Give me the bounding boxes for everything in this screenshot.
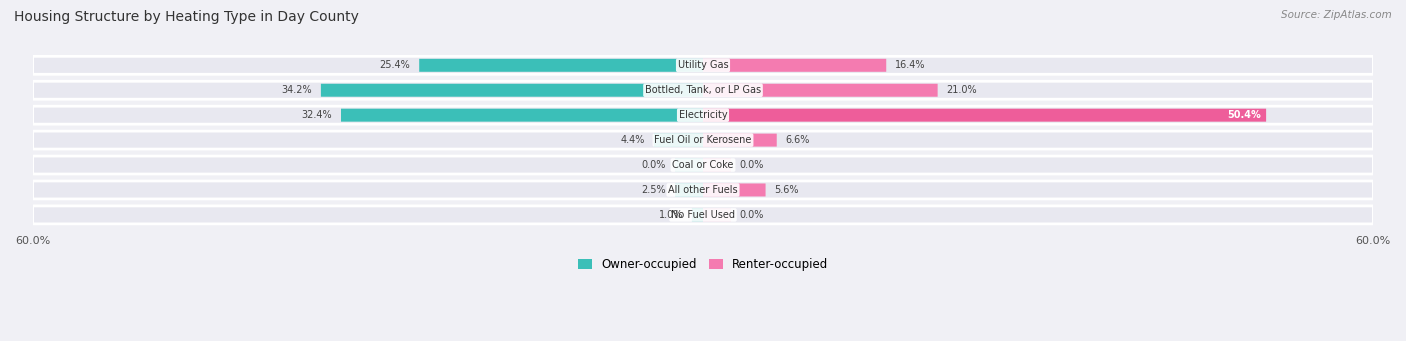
FancyBboxPatch shape	[32, 81, 1374, 99]
FancyBboxPatch shape	[703, 109, 1267, 122]
FancyBboxPatch shape	[692, 208, 703, 221]
Text: Fuel Oil or Kerosene: Fuel Oil or Kerosene	[654, 135, 752, 145]
FancyBboxPatch shape	[703, 84, 938, 97]
Text: 5.6%: 5.6%	[775, 185, 799, 195]
Text: Electricity: Electricity	[679, 110, 727, 120]
FancyBboxPatch shape	[342, 109, 703, 122]
FancyBboxPatch shape	[32, 56, 1374, 74]
FancyBboxPatch shape	[32, 131, 1374, 149]
Text: 1.0%: 1.0%	[658, 210, 683, 220]
Text: Source: ZipAtlas.com: Source: ZipAtlas.com	[1281, 10, 1392, 20]
Legend: Owner-occupied, Renter-occupied: Owner-occupied, Renter-occupied	[572, 254, 834, 276]
FancyBboxPatch shape	[321, 84, 703, 97]
FancyBboxPatch shape	[654, 134, 703, 147]
Text: 16.4%: 16.4%	[896, 60, 925, 70]
Text: 6.6%: 6.6%	[786, 135, 810, 145]
Text: 32.4%: 32.4%	[301, 110, 332, 120]
Text: 0.0%: 0.0%	[740, 160, 765, 170]
Text: Housing Structure by Heating Type in Day County: Housing Structure by Heating Type in Day…	[14, 10, 359, 24]
FancyBboxPatch shape	[675, 159, 703, 172]
FancyBboxPatch shape	[32, 106, 1374, 124]
FancyBboxPatch shape	[32, 181, 1374, 199]
FancyBboxPatch shape	[703, 159, 731, 172]
Text: 21.0%: 21.0%	[946, 85, 977, 95]
FancyBboxPatch shape	[419, 59, 703, 72]
Text: Bottled, Tank, or LP Gas: Bottled, Tank, or LP Gas	[645, 85, 761, 95]
Text: 0.0%: 0.0%	[740, 210, 765, 220]
Text: 0.0%: 0.0%	[641, 160, 666, 170]
FancyBboxPatch shape	[32, 156, 1374, 174]
FancyBboxPatch shape	[32, 206, 1374, 224]
Text: 34.2%: 34.2%	[281, 85, 312, 95]
FancyBboxPatch shape	[703, 134, 776, 147]
Text: 25.4%: 25.4%	[380, 60, 411, 70]
Text: 50.4%: 50.4%	[1227, 110, 1261, 120]
FancyBboxPatch shape	[703, 183, 766, 196]
Text: No Fuel Used: No Fuel Used	[671, 210, 735, 220]
FancyBboxPatch shape	[703, 208, 731, 221]
Text: 2.5%: 2.5%	[641, 185, 666, 195]
FancyBboxPatch shape	[703, 59, 886, 72]
FancyBboxPatch shape	[675, 183, 703, 196]
Text: All other Fuels: All other Fuels	[668, 185, 738, 195]
Text: 4.4%: 4.4%	[620, 135, 645, 145]
Text: Coal or Coke: Coal or Coke	[672, 160, 734, 170]
Text: Utility Gas: Utility Gas	[678, 60, 728, 70]
